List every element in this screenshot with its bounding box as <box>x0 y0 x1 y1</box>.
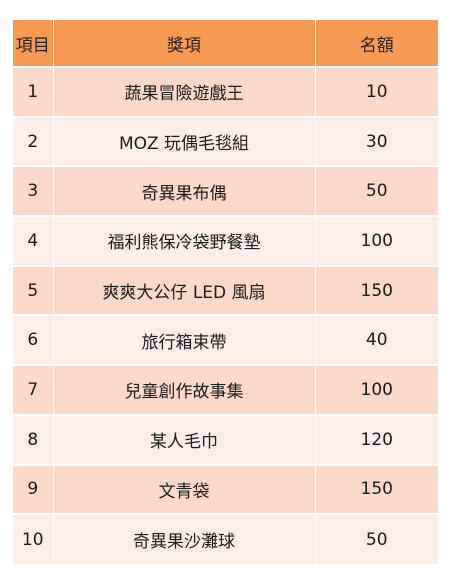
table-body: 1 蔬果冒險遊戲王 10 2 MOZ 玩偶毛毯組 30 3 奇異果布偶 50 4… <box>13 66 438 564</box>
table-row: 3 奇異果布偶 50 <box>13 165 438 217</box>
prize-name-cell: 奇異果沙灘球 <box>52 513 315 564</box>
quota-cell: 40 <box>314 314 438 366</box>
table-row: 7 兒童創作故事集 100 <box>13 364 438 415</box>
table-row: 6 旅行箱束帶 40 <box>13 314 438 366</box>
quota-cell: 30 <box>314 115 438 167</box>
prize-name-cell: 蔬果冒險遊戲王 <box>52 66 315 117</box>
table-row: 1 蔬果冒險遊戲王 10 <box>13 66 438 117</box>
prize-name-cell: 兒童創作故事集 <box>52 364 315 415</box>
header-item-number: 項目 <box>13 20 53 67</box>
prize-table: 項目 獎項 名額 1 蔬果冒險遊戲王 10 2 MOZ 玩偶毛毯組 30 3 奇… <box>13 20 438 564</box>
quota-cell: 150 <box>314 264 438 316</box>
quota-cell: 50 <box>314 513 438 564</box>
table-row: 5 爽爽大公仔 LED 風扇 150 <box>13 264 438 316</box>
quota-cell: 100 <box>314 364 438 415</box>
prize-name-cell: 文青袋 <box>52 463 315 515</box>
prize-name-cell: 福利熊保冷袋野餐墊 <box>52 215 315 266</box>
item-number-cell: 6 <box>13 314 53 366</box>
item-number-cell: 2 <box>13 115 53 167</box>
table-header: 項目 獎項 名額 <box>13 20 438 67</box>
item-number-cell: 5 <box>13 264 53 316</box>
item-number-cell: 10 <box>13 513 53 564</box>
prize-name-cell: 爽爽大公仔 LED 風扇 <box>52 264 315 316</box>
item-number-cell: 9 <box>13 463 53 515</box>
quota-cell: 10 <box>314 66 438 117</box>
quota-cell: 100 <box>314 215 438 266</box>
table-row: 4 福利熊保冷袋野餐墊 100 <box>13 215 438 266</box>
table-row: 2 MOZ 玩偶毛毯組 30 <box>13 115 438 167</box>
header-prize: 獎項 <box>52 20 315 67</box>
prize-name-cell: 奇異果布偶 <box>52 165 315 217</box>
prize-name-cell: 旅行箱束帶 <box>52 314 315 366</box>
item-number-cell: 1 <box>13 66 53 117</box>
quota-cell: 150 <box>314 463 438 515</box>
item-number-cell: 4 <box>13 215 53 266</box>
header-row: 項目 獎項 名額 <box>13 20 438 67</box>
quota-cell: 50 <box>314 165 438 217</box>
prize-name-cell: MOZ 玩偶毛毯組 <box>52 115 315 167</box>
item-number-cell: 8 <box>13 413 53 465</box>
prize-name-cell: 某人毛巾 <box>52 413 315 465</box>
table-row: 8 某人毛巾 120 <box>13 413 438 465</box>
table-row: 10 奇異果沙灘球 50 <box>13 513 438 564</box>
header-quota: 名額 <box>314 20 438 67</box>
table-row: 9 文青袋 150 <box>13 463 438 515</box>
item-number-cell: 7 <box>13 364 53 415</box>
quota-cell: 120 <box>314 413 438 465</box>
item-number-cell: 3 <box>13 165 53 217</box>
